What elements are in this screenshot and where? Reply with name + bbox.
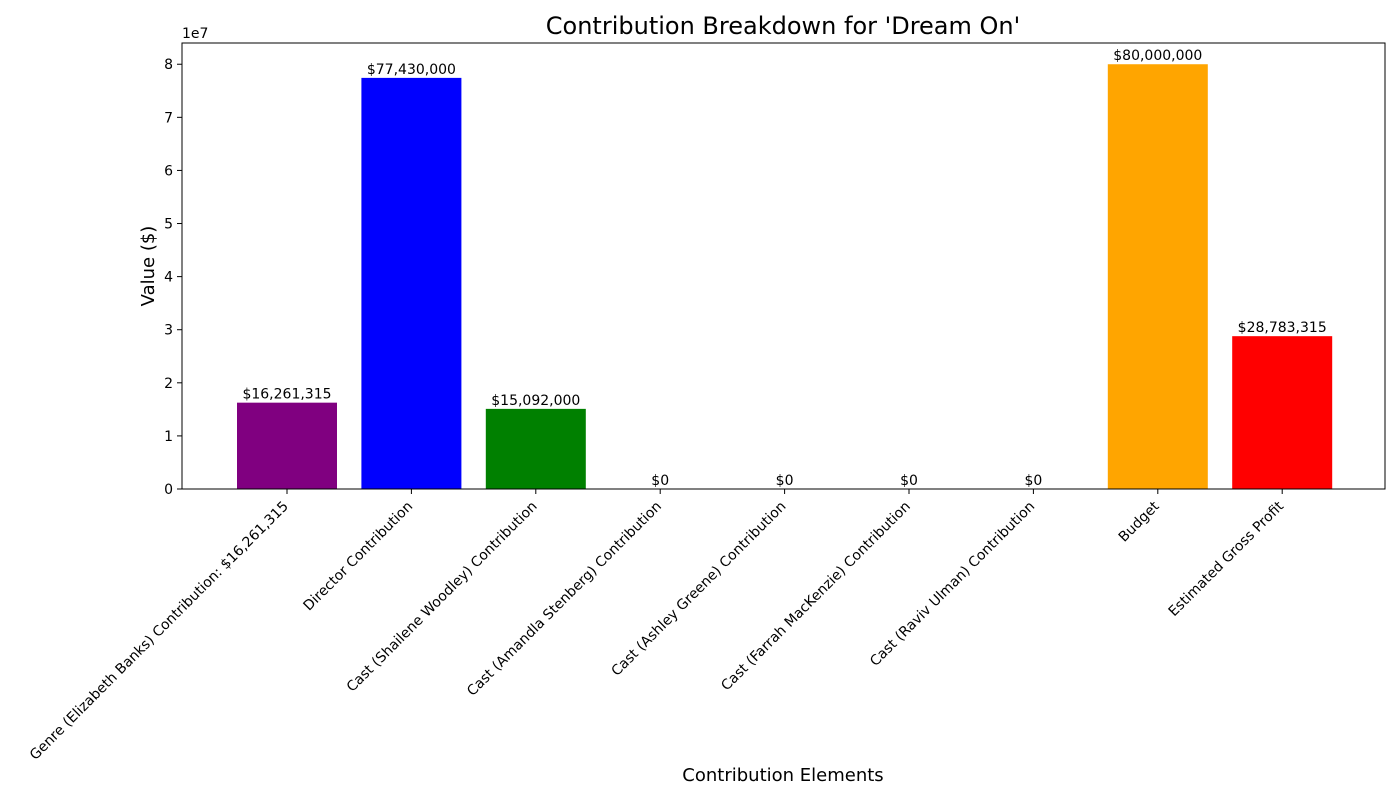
bar [237, 402, 337, 489]
bar-value-label: $0 [900, 473, 918, 489]
x-axis-label: Contribution Elements [682, 765, 883, 786]
bar-value-label: $28,783,315 [1238, 320, 1327, 336]
bar-value-label: $77,430,000 [367, 62, 456, 78]
y-tick-label: 6 [164, 163, 173, 179]
y-tick-label: 4 [164, 270, 173, 286]
bar [1107, 64, 1208, 489]
y-tick-label: 3 [164, 323, 173, 339]
bar-value-label: $80,000,000 [1113, 48, 1202, 64]
y-axis-label: Value ($) [138, 226, 159, 307]
y-axis: 0 1 2 3 4 5 6 7 8 [164, 57, 182, 498]
y-tick-label: 2 [164, 376, 173, 392]
x-tick-label: Cast (Amandla Stenberg) Contribution [464, 499, 665, 700]
bar-value-label: $0 [1024, 473, 1042, 489]
bars-group [237, 64, 1333, 489]
y-tick-label: 8 [164, 57, 173, 73]
chart-title: Contribution Breakdown for 'Dream On' [546, 12, 1020, 40]
plot-frame [181, 42, 1386, 490]
y-tick-label: 5 [164, 217, 173, 233]
x-tick-label: Estimated Gross Profit [1166, 498, 1288, 620]
y-tick-label: 0 [164, 482, 173, 498]
x-tick-label: Cast (Shailene Woodley) Contribution [344, 499, 541, 696]
bar [485, 408, 586, 489]
x-tick-label: Director Contribution [301, 499, 417, 615]
x-tick-label: Genre (Elizabeth Banks) Contribution: $1… [27, 499, 292, 764]
bar-value-label: $0 [776, 473, 794, 489]
bar-value-label: $16,261,315 [242, 387, 331, 403]
y-axis-offset-label: 1e7 [182, 26, 208, 42]
bar [1232, 336, 1333, 489]
bar-value-label: $15,092,000 [491, 393, 580, 409]
y-tick-label: 7 [164, 110, 173, 126]
value-labels-group: $16,261,315 $77,430,000 $15,092,000 $0 $0 $0 $… [242, 48, 1326, 489]
x-axis: Genre (Elizabeth Banks) Contribution: $1… [27, 489, 1288, 764]
bar-value-label: $0 [651, 473, 669, 489]
bar [361, 77, 462, 489]
x-tick-label: Budget [1116, 498, 1163, 545]
y-tick-label: 1 [164, 429, 173, 445]
